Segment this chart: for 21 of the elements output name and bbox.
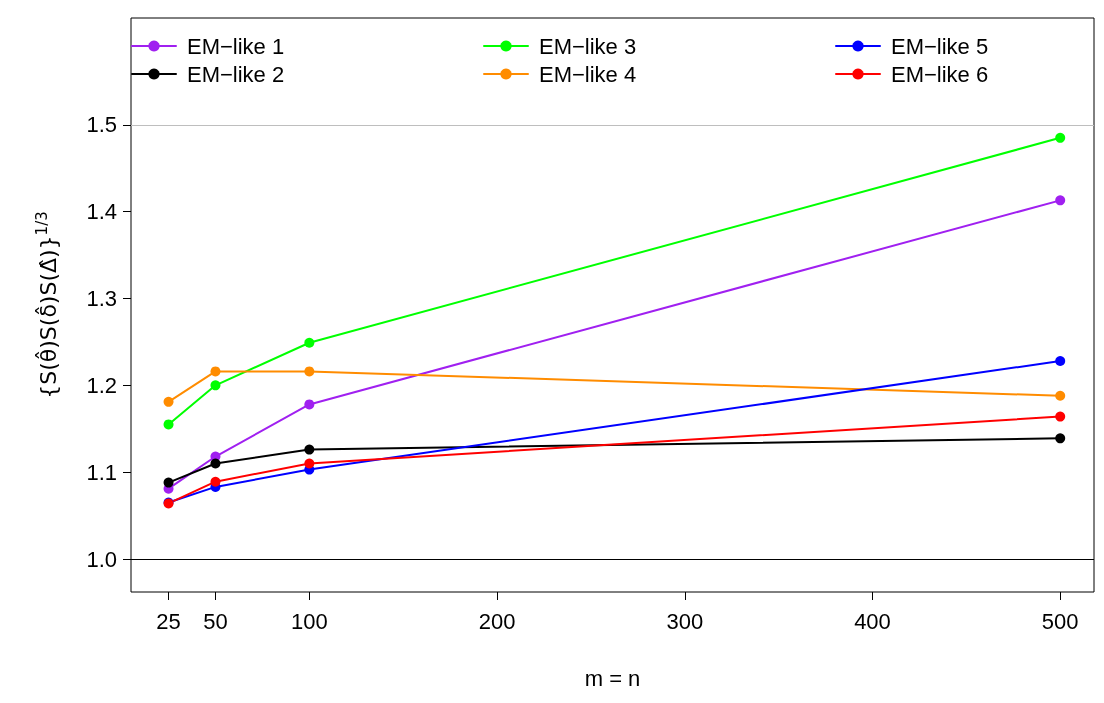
legend-label: EM−like 4	[539, 61, 637, 87]
legend-label: EM−like 1	[187, 33, 285, 59]
y-tick-label: 1.2	[86, 372, 117, 398]
legend-label: EM−like 5	[891, 33, 989, 59]
legend-label: EM−like 6	[891, 61, 989, 87]
y-tick-label: 1.0	[86, 546, 117, 572]
legend-label: EM−like 3	[539, 33, 637, 59]
x-tick-label: 500	[1041, 608, 1079, 634]
x-tick-label: 200	[478, 608, 516, 634]
y-tick-label: 1.4	[86, 199, 117, 225]
x-tick-label: 100	[290, 608, 328, 634]
y-axis-title: {S(θ̂)S(δ̂)S(Δ̂)}1/3	[32, 211, 61, 399]
y-tick-label: 1.3	[86, 285, 117, 311]
x-tick-label: 400	[854, 608, 891, 634]
y-tick-label: 1.1	[86, 459, 117, 485]
x-tick-label: 300	[666, 608, 704, 634]
x-tick-label: 50	[203, 608, 228, 634]
x-axis-title: m = n	[584, 665, 641, 691]
legend-label: EM−like 2	[187, 61, 285, 87]
y-tick-label: 1.5	[86, 112, 117, 138]
x-tick-label: 25	[156, 608, 181, 634]
